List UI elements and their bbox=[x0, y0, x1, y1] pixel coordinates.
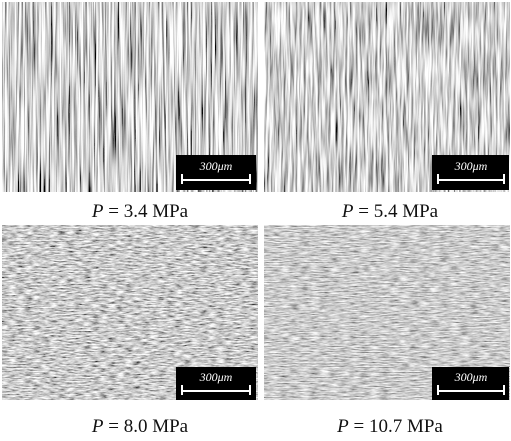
scale-label: 300μm bbox=[454, 159, 488, 173]
caption-variable: P bbox=[341, 201, 354, 222]
caption: P = 8.0 MPa bbox=[91, 416, 189, 437]
scale-box bbox=[432, 155, 509, 190]
panel: 300μm P = 8.0 MPa bbox=[2, 225, 258, 437]
caption-value: = 8.0 MPa bbox=[108, 416, 188, 437]
panel: 300μm P = 5.4 MPa bbox=[264, 2, 510, 222]
caption-variable: P bbox=[91, 416, 104, 437]
caption-variable: P bbox=[336, 416, 349, 437]
caption-value: = 5.4 MPa bbox=[358, 201, 438, 222]
caption-variable: P bbox=[91, 201, 104, 222]
caption-value: = 10.7 MPa bbox=[354, 416, 444, 437]
caption: P = 5.4 MPa bbox=[341, 201, 439, 222]
scale-box bbox=[176, 367, 256, 400]
caption: P = 10.7 MPa bbox=[336, 416, 443, 437]
caption: P = 3.4 MPa bbox=[91, 201, 189, 222]
caption-value: = 3.4 MPa bbox=[108, 201, 188, 222]
scale-box bbox=[432, 367, 509, 400]
scale-label: 300μm bbox=[199, 159, 233, 173]
scale-box bbox=[176, 155, 256, 190]
panel: 300μm P = 3.4 MPa bbox=[2, 2, 258, 222]
scale-label: 300μm bbox=[454, 370, 488, 384]
scale-label: 300μm bbox=[199, 370, 233, 384]
panel: 300μm P = 10.7 MPa bbox=[264, 225, 510, 437]
